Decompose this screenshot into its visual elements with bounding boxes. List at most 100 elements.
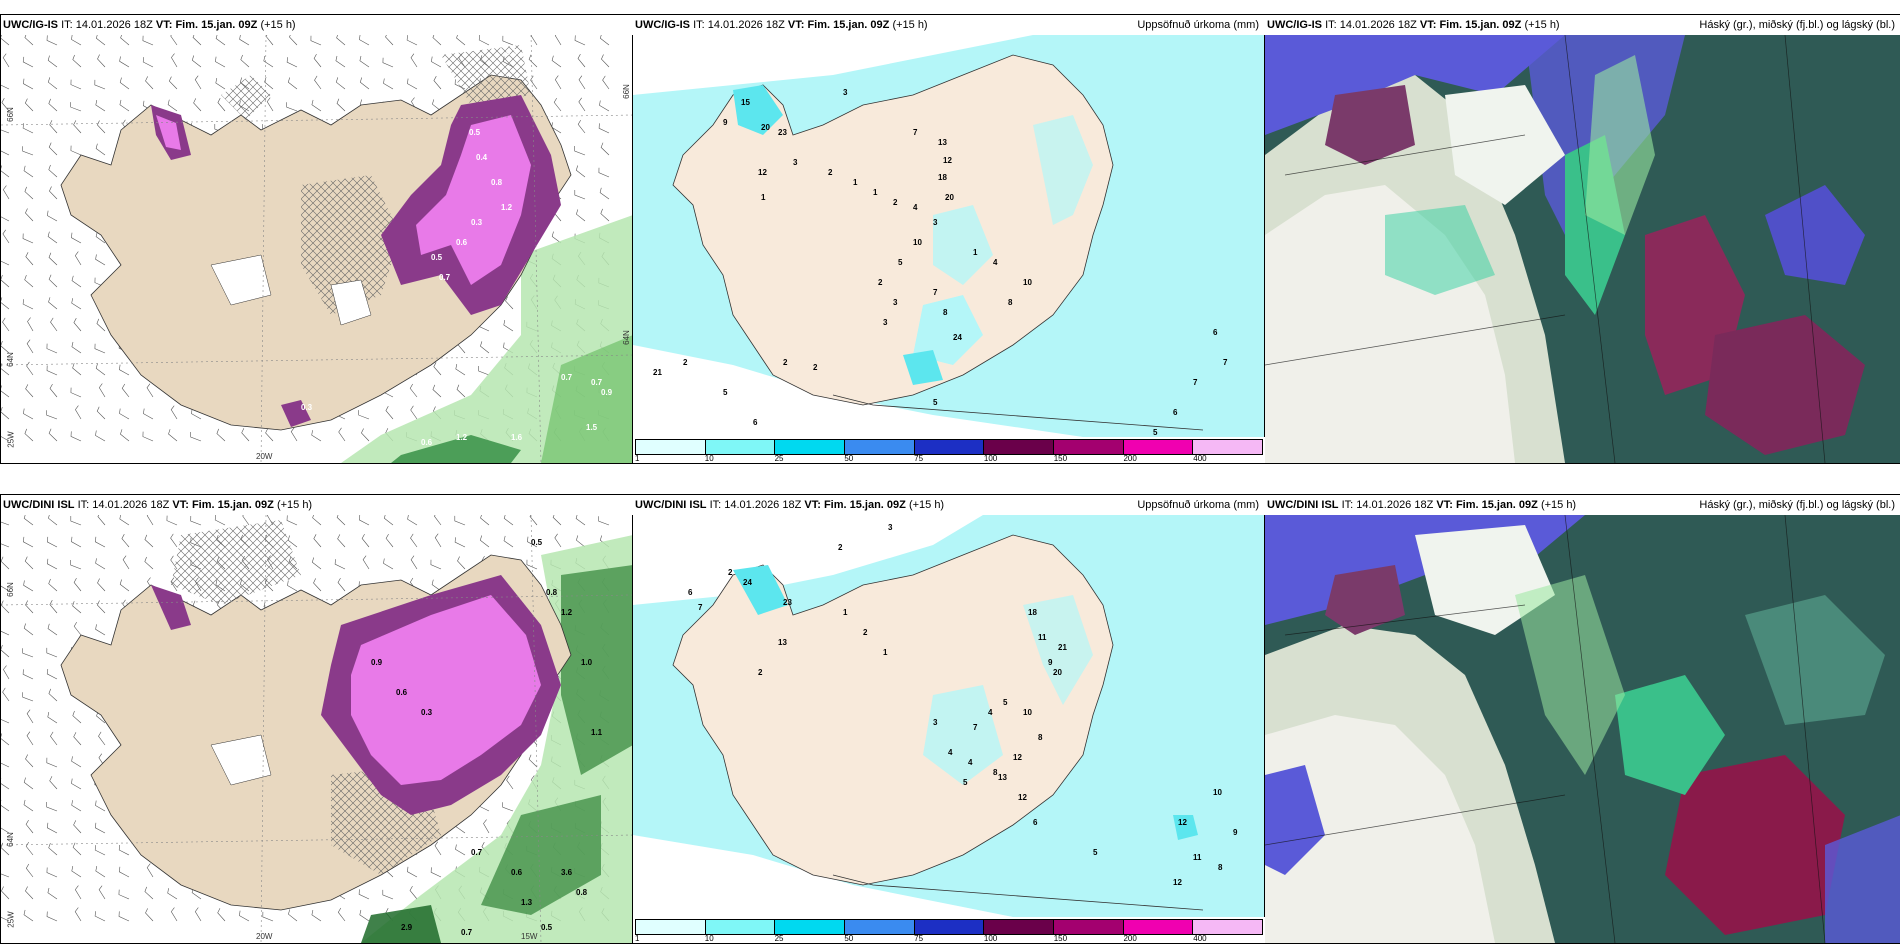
- colorbar-ticks: 1 10 25 50 75 100 150 200 400: [635, 934, 1263, 943]
- wind-barb: [361, 533, 370, 548]
- wind-barb: [1, 407, 10, 420]
- wind-barb: [1, 778, 10, 790]
- wind-barb: [1, 35, 10, 46]
- wind-barb: [22, 299, 34, 310]
- wind-barb: [1, 84, 10, 90]
- precip-value-label: 2: [893, 198, 898, 207]
- colorbar-swatch: [845, 440, 915, 454]
- wind-barb: [49, 776, 58, 790]
- map-canvas: [1265, 515, 1900, 943]
- panel-header: UWC/DINI ISL IT: 14.01.2026 18Z VT: Fim.…: [633, 495, 1265, 515]
- wind-barb: [383, 558, 394, 570]
- wind-barb: [95, 143, 106, 156]
- wind-barb: [26, 361, 34, 376]
- wind-barb: [1, 916, 10, 922]
- wind-barb: [94, 343, 106, 354]
- wind-barb: [503, 535, 514, 548]
- wind-barb: [192, 35, 202, 46]
- precip-value-label: 10: [1023, 278, 1032, 287]
- precip-value-label: 18: [938, 173, 947, 182]
- precip-value-label: 21: [1058, 643, 1067, 652]
- wind-barb: [194, 907, 202, 922]
- wind-barb: [2, 229, 10, 244]
- wind-barb: [144, 556, 154, 570]
- wind-barb: [27, 317, 34, 332]
- wind-barb: [166, 515, 178, 526]
- wind-barb: [190, 515, 202, 526]
- wind-barb: [1, 260, 10, 266]
- precip-value-label: 6: [1213, 328, 1218, 337]
- precip-value-label: 5: [1093, 848, 1098, 857]
- precip-value-label: 9: [723, 118, 728, 127]
- wind-barb: [578, 75, 586, 90]
- precip-value-labels: 3915202331212112431312182010523782414810…: [653, 88, 1228, 437]
- wind-barb: [289, 35, 298, 46]
- precip-value-label: 6: [1173, 408, 1178, 417]
- precip-value-label: 7: [933, 288, 938, 297]
- precip-value-label: 9: [1048, 658, 1053, 667]
- wind-barb: [598, 167, 610, 178]
- wind-barb: [358, 410, 370, 420]
- wind-barb: [95, 430, 106, 442]
- wind-barb: [602, 75, 610, 90]
- wind-barb: [506, 775, 514, 790]
- precip-value-label: 12: [1173, 878, 1182, 887]
- precip-value-label: 18: [1028, 608, 1037, 617]
- wind-barb: [168, 76, 178, 90]
- wind-barb: [335, 77, 346, 90]
- precip-value-label: 8: [1218, 863, 1223, 872]
- wind-barb: [25, 819, 34, 834]
- wind-barb: [120, 429, 130, 442]
- wind-barb: [118, 866, 130, 878]
- precip-value-label: 1.5: [586, 423, 598, 432]
- wind-barb: [287, 580, 298, 592]
- wind-barb: [1, 799, 10, 812]
- precip-value-label: 12: [943, 156, 952, 165]
- panel-header: UWC/IG-IS IT: 14.01.2026 18Z VT: Fim. 15…: [633, 15, 1265, 35]
- wind-barb: [71, 232, 82, 244]
- wind-barb: [409, 885, 418, 900]
- wind-barb: [311, 430, 322, 442]
- wind-barb: [95, 800, 106, 812]
- precip-value-label: 0.8: [576, 888, 588, 897]
- wind-barb: [286, 57, 298, 68]
- wind-barb: [142, 35, 154, 46]
- wind-barb: [95, 231, 106, 244]
- precip-value-label: 2: [683, 358, 688, 367]
- precip-value-label: 3.6: [561, 868, 573, 877]
- wind-barb: [478, 366, 490, 376]
- lead-time: (+15 h): [1540, 499, 1577, 511]
- wind-barb: [74, 251, 82, 266]
- wind-barb: [46, 911, 58, 922]
- wind-barb: [553, 97, 562, 112]
- wind-barb: [2, 317, 10, 332]
- wind-barb: [24, 556, 34, 570]
- wind-barb: [312, 515, 322, 526]
- wind-barb: [73, 621, 82, 636]
- wind-barb: [95, 100, 106, 112]
- wind-barb: [479, 535, 490, 548]
- wind-barb: [286, 102, 298, 112]
- wind-barb: [455, 844, 466, 856]
- wind-barb: [49, 383, 58, 398]
- precip-value-label: 2: [838, 543, 843, 552]
- wind-barb: [575, 165, 586, 178]
- colorbar-swatch: [775, 920, 846, 934]
- precip-value-label: 13: [778, 638, 787, 647]
- wind-barb: [434, 533, 442, 548]
- wind-barb: [98, 383, 106, 398]
- wind-barb: [385, 533, 394, 548]
- colorbar-swatches: [635, 919, 1263, 935]
- wind-barb: [1, 436, 10, 442]
- wind-barb: [217, 98, 226, 112]
- wind-barb: [240, 54, 250, 68]
- lead-time: (+15 h): [260, 19, 296, 31]
- colorbar-tick-label: 150: [1053, 934, 1068, 943]
- wind-barb: [1, 340, 10, 354]
- precip-value-label: 6: [753, 418, 758, 427]
- wind-barb: [25, 841, 34, 856]
- wind-barb: [94, 822, 106, 834]
- wind-barb: [95, 558, 106, 570]
- wind-barb: [239, 35, 250, 46]
- wind-barb: [194, 75, 202, 90]
